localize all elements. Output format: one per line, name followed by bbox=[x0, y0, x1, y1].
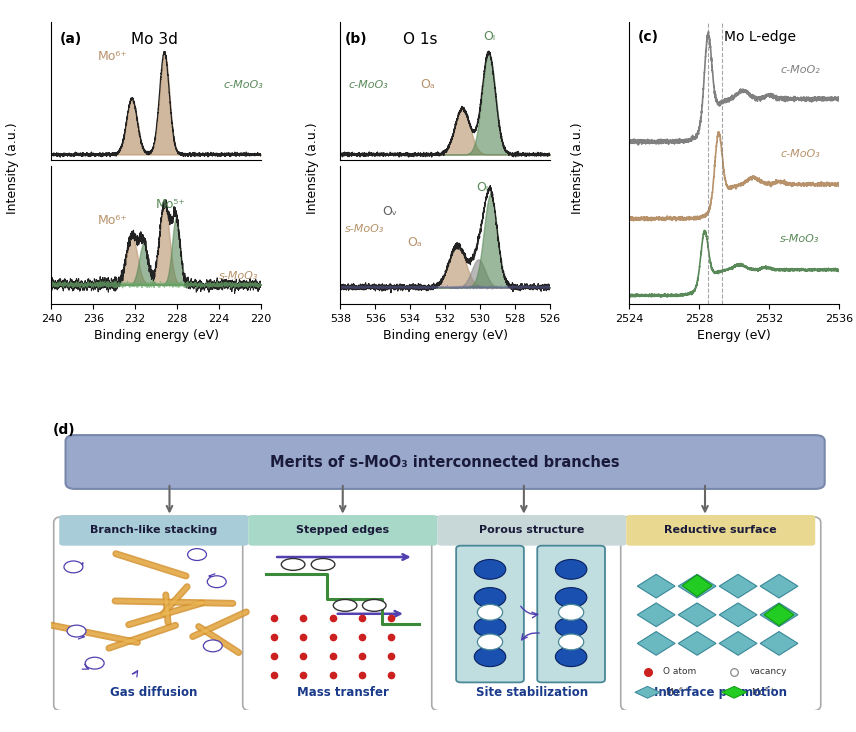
Circle shape bbox=[187, 548, 206, 561]
Circle shape bbox=[556, 617, 587, 637]
FancyBboxPatch shape bbox=[59, 515, 248, 545]
Text: c-MoO₃: c-MoO₃ bbox=[780, 149, 820, 160]
Polygon shape bbox=[635, 687, 660, 698]
Polygon shape bbox=[760, 603, 798, 627]
Text: Mo⁵⁺: Mo⁵⁺ bbox=[156, 198, 186, 211]
Text: Intensity (a.u.): Intensity (a.u.) bbox=[571, 122, 585, 214]
Circle shape bbox=[474, 559, 506, 579]
Text: (d): (d) bbox=[53, 423, 75, 437]
FancyBboxPatch shape bbox=[66, 435, 824, 489]
Text: s-MoO₃: s-MoO₃ bbox=[345, 225, 384, 234]
Text: c-MoO₂: c-MoO₂ bbox=[780, 64, 820, 75]
Circle shape bbox=[556, 559, 587, 579]
Ellipse shape bbox=[333, 600, 357, 611]
Ellipse shape bbox=[312, 559, 335, 570]
Polygon shape bbox=[722, 687, 746, 698]
Circle shape bbox=[474, 588, 506, 608]
Polygon shape bbox=[637, 575, 675, 598]
Text: Site stabilization: Site stabilization bbox=[476, 686, 588, 699]
X-axis label: Energy (eV): Energy (eV) bbox=[698, 329, 771, 343]
Text: Merits of s-MoO₃ interconnected branches: Merits of s-MoO₃ interconnected branches bbox=[270, 455, 620, 470]
Text: Interface promotion: Interface promotion bbox=[654, 686, 788, 699]
Circle shape bbox=[478, 634, 502, 650]
FancyBboxPatch shape bbox=[627, 515, 815, 545]
Text: (b): (b) bbox=[345, 31, 367, 45]
Text: Branch-like stacking: Branch-like stacking bbox=[90, 526, 217, 535]
Text: Stepped edges: Stepped edges bbox=[296, 526, 389, 535]
Text: Intensity (a.u.): Intensity (a.u.) bbox=[306, 122, 319, 214]
Polygon shape bbox=[682, 575, 712, 597]
FancyBboxPatch shape bbox=[437, 515, 627, 545]
FancyBboxPatch shape bbox=[431, 517, 632, 711]
Text: Oᵥ: Oᵥ bbox=[383, 204, 397, 217]
Text: Porous structure: Porous structure bbox=[479, 526, 585, 535]
Text: c-MoO₃: c-MoO₃ bbox=[223, 80, 263, 90]
Text: Oₗ: Oₗ bbox=[477, 182, 489, 194]
Circle shape bbox=[474, 617, 506, 637]
Circle shape bbox=[556, 588, 587, 608]
Text: Mo⁶⁺: Mo⁶⁺ bbox=[98, 214, 128, 227]
Text: O 1s: O 1s bbox=[403, 31, 437, 47]
FancyBboxPatch shape bbox=[621, 517, 821, 711]
FancyBboxPatch shape bbox=[248, 515, 437, 545]
Text: (a): (a) bbox=[60, 31, 82, 45]
X-axis label: Binding energy (eV): Binding energy (eV) bbox=[383, 329, 508, 343]
Circle shape bbox=[207, 576, 226, 588]
Text: Mass transfer: Mass transfer bbox=[297, 686, 389, 699]
Text: Oₐ: Oₐ bbox=[420, 78, 435, 91]
Circle shape bbox=[86, 657, 104, 669]
Ellipse shape bbox=[362, 600, 386, 611]
Text: Mo⁶⁺: Mo⁶⁺ bbox=[98, 51, 128, 64]
X-axis label: Binding energy (eV): Binding energy (eV) bbox=[93, 329, 218, 343]
Circle shape bbox=[64, 561, 83, 573]
Text: Mo L-edge: Mo L-edge bbox=[723, 31, 796, 45]
Text: (c): (c) bbox=[638, 31, 659, 45]
Text: c-MoO₃: c-MoO₃ bbox=[348, 80, 389, 90]
Circle shape bbox=[67, 625, 86, 637]
Text: Intensity (a.u.): Intensity (a.u.) bbox=[6, 122, 20, 214]
Text: Oₐ: Oₐ bbox=[407, 236, 422, 249]
Circle shape bbox=[478, 605, 502, 620]
Text: Oₗ: Oₗ bbox=[483, 30, 495, 43]
Circle shape bbox=[558, 634, 584, 650]
Polygon shape bbox=[678, 632, 716, 655]
Circle shape bbox=[558, 605, 584, 620]
Text: Mo$^{5+}$: Mo$^{5+}$ bbox=[752, 686, 776, 698]
Polygon shape bbox=[678, 575, 716, 598]
Polygon shape bbox=[764, 604, 794, 626]
FancyBboxPatch shape bbox=[54, 517, 253, 711]
Polygon shape bbox=[719, 632, 757, 655]
Polygon shape bbox=[637, 603, 675, 627]
Text: Mo 3d: Mo 3d bbox=[131, 31, 178, 47]
Text: Gas diffusion: Gas diffusion bbox=[110, 686, 198, 699]
FancyBboxPatch shape bbox=[243, 517, 443, 711]
Polygon shape bbox=[719, 603, 757, 627]
Polygon shape bbox=[637, 632, 675, 655]
Text: s-MoO₃: s-MoO₃ bbox=[780, 234, 819, 244]
Text: Reductive surface: Reductive surface bbox=[664, 526, 777, 535]
Polygon shape bbox=[719, 575, 757, 598]
Circle shape bbox=[204, 640, 223, 651]
Polygon shape bbox=[678, 603, 716, 627]
Circle shape bbox=[474, 647, 506, 667]
Text: Mo$^{6+}$: Mo$^{6+}$ bbox=[665, 686, 690, 698]
Polygon shape bbox=[760, 632, 798, 655]
Text: vacancy: vacancy bbox=[750, 667, 788, 676]
Circle shape bbox=[556, 647, 587, 667]
FancyBboxPatch shape bbox=[456, 545, 524, 682]
Polygon shape bbox=[760, 575, 798, 598]
Ellipse shape bbox=[282, 559, 305, 570]
FancyBboxPatch shape bbox=[538, 545, 605, 682]
Text: s-MoO₃: s-MoO₃ bbox=[219, 272, 259, 281]
Text: O atom: O atom bbox=[663, 667, 697, 676]
